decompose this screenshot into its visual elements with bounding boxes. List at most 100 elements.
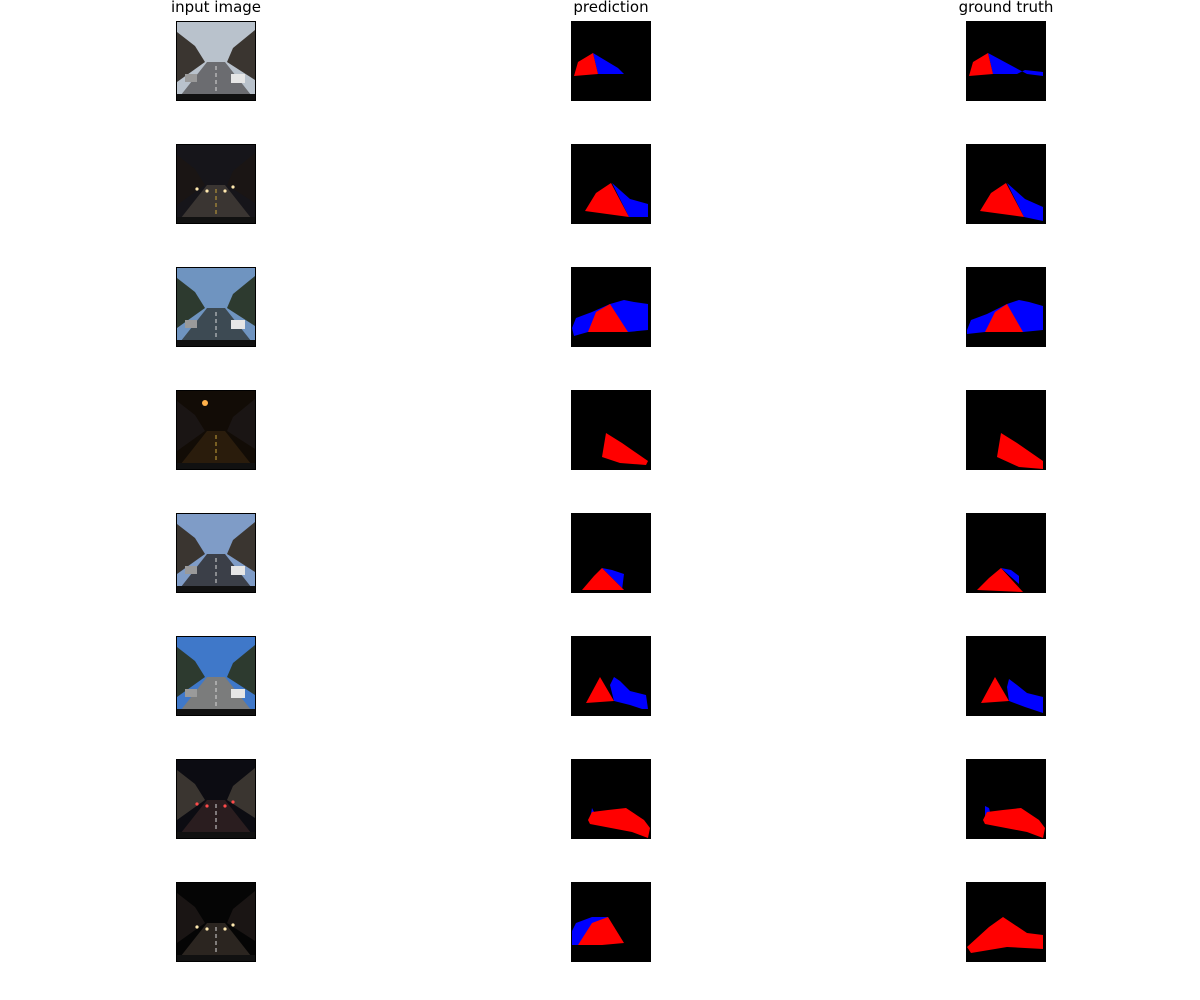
- ground-truth-mask-svg: [967, 268, 1045, 346]
- right-scenery: [227, 891, 255, 941]
- car-hood: [177, 94, 255, 100]
- prediction-mask-svg: [572, 145, 650, 223]
- mask-class-red: [574, 53, 598, 76]
- car-hood: [177, 586, 255, 592]
- mask-class-red: [585, 183, 629, 217]
- ground-truth-mask-svg: [967, 760, 1045, 838]
- car-hood: [177, 709, 255, 715]
- input-image-svg: [177, 22, 255, 100]
- column-title-prediction: prediction: [573, 0, 649, 16]
- input-image-svg: [177, 268, 255, 346]
- mask-class-blue: [612, 183, 648, 217]
- input-image-4: [176, 390, 256, 470]
- ground-truth-mask-svg: [967, 145, 1045, 223]
- input-image-svg: [177, 760, 255, 838]
- car-hood: [177, 340, 255, 346]
- right-scenery: [227, 645, 255, 695]
- mask-class-red: [983, 808, 1045, 838]
- right-scenery: [227, 522, 255, 572]
- ground-truth-mask-3: [966, 267, 1046, 347]
- mask-class-blue: [1007, 183, 1043, 221]
- left-scenery: [177, 647, 205, 697]
- parked-car: [185, 320, 197, 328]
- prediction-mask-svg: [572, 760, 650, 838]
- mask-class-blue: [610, 677, 648, 709]
- input-image-svg: [177, 145, 255, 223]
- mask-class-red: [582, 568, 624, 590]
- mask-class-red: [586, 677, 614, 703]
- ground-truth-mask-4: [966, 390, 1046, 470]
- prediction-mask-svg: [572, 268, 650, 346]
- parked-car: [231, 320, 245, 329]
- prediction-mask-svg: [572, 514, 650, 592]
- prediction-mask-7: [571, 759, 651, 839]
- left-scenery: [177, 893, 205, 943]
- light-point: [223, 927, 227, 931]
- light-point: [195, 187, 199, 191]
- parked-car: [185, 566, 197, 574]
- light-point: [223, 189, 227, 193]
- input-image-6: [176, 636, 256, 716]
- mask-class-blue: [1001, 568, 1019, 584]
- input-image-svg: [177, 391, 255, 469]
- mask-class-red: [985, 304, 1023, 332]
- input-image-7: [176, 759, 256, 839]
- light-point: [195, 802, 199, 806]
- prediction-mask-svg: [572, 391, 650, 469]
- light-point: [205, 927, 209, 931]
- ground-truth-mask-svg: [967, 22, 1045, 100]
- mask-class-red: [997, 433, 1043, 469]
- light-point: [195, 925, 199, 929]
- light-point: [205, 804, 209, 808]
- prediction-mask-svg: [572, 883, 650, 961]
- input-image-8: [176, 882, 256, 962]
- light-point: [231, 185, 235, 189]
- street-lamp: [202, 400, 208, 406]
- prediction-mask-4: [571, 390, 651, 470]
- left-scenery: [177, 155, 205, 205]
- mask-class-red: [588, 808, 650, 838]
- prediction-mask-1: [571, 21, 651, 101]
- light-point: [205, 189, 209, 193]
- mask-class-blue: [988, 53, 1043, 76]
- column-title-input: input image: [170, 0, 262, 16]
- left-scenery: [177, 32, 205, 82]
- input-image-5: [176, 513, 256, 593]
- ground-truth-mask-8: [966, 882, 1046, 962]
- car-hood: [177, 463, 255, 469]
- mask-class-red: [981, 677, 1009, 703]
- input-image-svg: [177, 514, 255, 592]
- light-point: [231, 923, 235, 927]
- mask-class-red: [588, 304, 628, 332]
- mask-class-red: [969, 53, 993, 76]
- ground-truth-mask-svg: [967, 883, 1045, 961]
- prediction-mask-2: [571, 144, 651, 224]
- mask-class-red: [602, 433, 648, 465]
- car-hood: [177, 832, 255, 838]
- prediction-mask-svg: [572, 637, 650, 715]
- ground-truth-mask-1: [966, 21, 1046, 101]
- right-scenery: [227, 276, 255, 326]
- input-image-2: [176, 144, 256, 224]
- left-scenery: [177, 770, 205, 820]
- column-title-ground-truth: ground truth: [958, 0, 1054, 16]
- prediction-mask-3: [571, 267, 651, 347]
- input-image-3: [176, 267, 256, 347]
- mask-class-red: [980, 183, 1024, 217]
- parked-car: [231, 566, 245, 575]
- mask-class-red: [578, 917, 624, 945]
- left-scenery: [177, 401, 205, 451]
- prediction-mask-svg: [572, 22, 650, 100]
- mask-class-red: [967, 917, 1043, 953]
- left-scenery: [177, 278, 205, 328]
- input-image-1: [176, 21, 256, 101]
- right-scenery: [227, 30, 255, 80]
- car-hood: [177, 955, 255, 961]
- right-scenery: [227, 153, 255, 203]
- ground-truth-mask-7: [966, 759, 1046, 839]
- prediction-mask-6: [571, 636, 651, 716]
- ground-truth-mask-svg: [967, 391, 1045, 469]
- parked-car: [185, 689, 197, 697]
- car-hood: [177, 217, 255, 223]
- light-point: [223, 804, 227, 808]
